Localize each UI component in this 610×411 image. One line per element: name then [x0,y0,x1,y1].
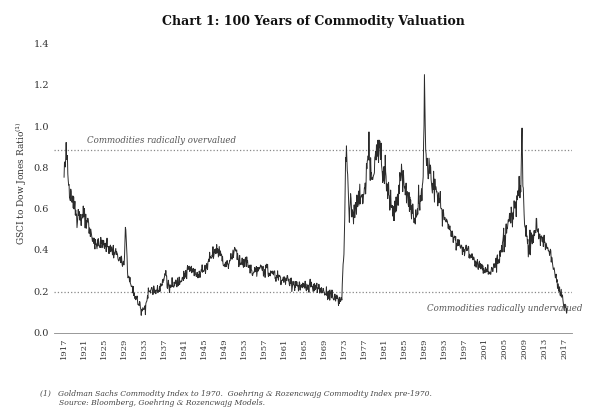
Y-axis label: GSCI to Dow Jones Ratio$^{(1)}$: GSCI to Dow Jones Ratio$^{(1)}$ [15,121,29,245]
Text: Commodities radically overvalued: Commodities radically overvalued [87,136,235,145]
Text: (1)   Goldman Sachs Commodity Index to 1970.  Goehring & Rozencwajg Commodity In: (1) Goldman Sachs Commodity Index to 197… [40,390,431,407]
Text: Commodities radically undervalued: Commodities radically undervalued [427,304,583,313]
Title: Chart 1: 100 Years of Commodity Valuation: Chart 1: 100 Years of Commodity Valuatio… [162,15,464,28]
